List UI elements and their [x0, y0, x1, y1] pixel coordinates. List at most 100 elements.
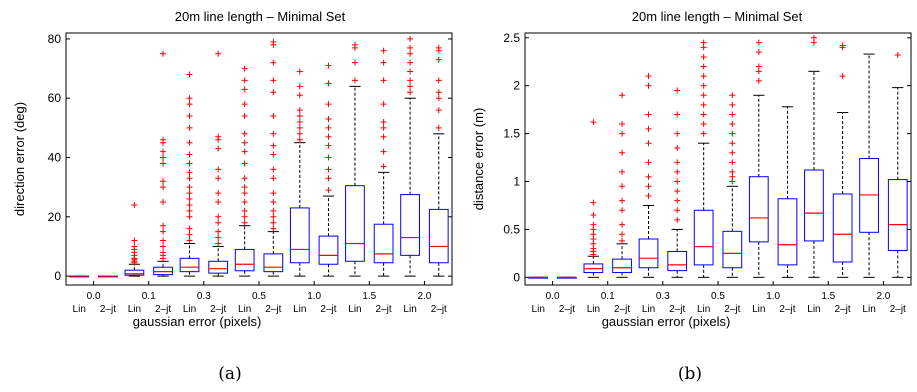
outlier-marker	[700, 101, 707, 108]
outlier-marker	[215, 198, 222, 205]
x-method-label: 2–jt	[669, 304, 685, 315]
x-method-label: Lin	[862, 304, 875, 315]
chart-title: 20m line length – Minimal Set	[632, 9, 803, 24]
outlier-marker	[160, 228, 167, 235]
outlier-marker	[674, 188, 681, 195]
outlier-marker	[270, 198, 277, 205]
y-tick-label: 2	[513, 79, 520, 93]
outlier-marker	[296, 92, 303, 99]
box	[638, 238, 659, 269]
outlier-marker	[160, 178, 167, 185]
y-tick-label: 20	[48, 210, 62, 224]
outlier-marker	[645, 111, 652, 118]
outlier-marker	[186, 160, 193, 167]
x-method-label: Lin	[403, 304, 416, 315]
outlier-marker	[296, 136, 303, 143]
box	[318, 235, 339, 265]
outlier-marker	[729, 159, 736, 166]
outlier-marker	[270, 89, 277, 96]
box	[612, 258, 632, 274]
outlier-marker	[380, 163, 387, 170]
outlier-marker	[351, 59, 358, 66]
outlier-marker	[590, 221, 597, 228]
outlier-marker	[325, 80, 332, 87]
outlier-marker	[729, 130, 736, 137]
outlier-marker	[270, 175, 277, 182]
outlier-marker	[674, 207, 681, 214]
x-group-label: 2.0	[417, 291, 431, 302]
outlier-marker	[645, 192, 652, 199]
outlier-marker	[380, 101, 387, 108]
outlier-marker	[674, 159, 681, 166]
x-method-label: Lin	[752, 304, 765, 315]
outlier-marker	[674, 197, 681, 204]
y-tick-label: 40	[48, 151, 62, 165]
box	[832, 193, 853, 263]
outlier-marker	[645, 173, 652, 180]
outlier-marker	[674, 178, 681, 185]
outlier-marker	[270, 77, 277, 84]
x-group-label: 1.0	[766, 291, 780, 302]
y-tick-label: 1	[513, 175, 520, 189]
outlier-marker	[241, 113, 248, 120]
outlier-marker	[407, 77, 414, 84]
x-method-label: Lin	[73, 304, 86, 315]
outlier-marker	[435, 89, 442, 96]
outlier-marker	[241, 139, 248, 146]
outlier-marker	[380, 47, 387, 54]
outlier-marker	[296, 107, 303, 114]
outlier-marker	[325, 154, 332, 161]
outlier-marker	[186, 207, 193, 214]
outlier-marker	[645, 140, 652, 147]
outlier-marker	[160, 154, 167, 161]
outlier-marker	[270, 113, 277, 120]
outlier-marker	[131, 201, 138, 208]
box	[179, 257, 200, 273]
plot-frame	[65, 32, 453, 286]
outlier-marker	[296, 113, 303, 120]
outlier-marker	[619, 197, 626, 204]
outlier-marker	[215, 190, 222, 197]
x-method-label: 2–jt	[320, 304, 336, 315]
outlier-marker	[700, 130, 707, 137]
outlier-marker	[270, 151, 277, 158]
outlier-marker	[380, 77, 387, 84]
x-method-label: Lin	[348, 304, 361, 315]
outlier-marker	[241, 101, 248, 108]
outlier-marker	[186, 201, 193, 208]
outlier-marker	[186, 71, 193, 78]
outlier-marker	[186, 213, 193, 220]
box	[428, 208, 449, 264]
outlier-marker	[186, 124, 193, 131]
y-tick-label: 1.5	[503, 127, 520, 141]
outlier-marker	[160, 237, 167, 244]
outlier-marker	[619, 183, 626, 190]
plot-frame	[524, 32, 912, 286]
outlier-marker	[700, 111, 707, 118]
figure-caption: (b)	[678, 364, 702, 384]
outlier-marker	[325, 166, 332, 173]
outlier-marker	[839, 73, 846, 80]
outlier-marker	[325, 115, 332, 122]
y-tick-label: 0.5	[503, 222, 520, 236]
box	[153, 266, 173, 276]
outlier-marker	[296, 118, 303, 125]
outlier-marker	[270, 219, 277, 226]
outlier-marker	[645, 73, 652, 80]
outlier-marker	[325, 101, 332, 108]
y-tick-label: 2.5	[503, 31, 520, 45]
box	[124, 269, 145, 276]
outlier-marker	[215, 50, 222, 57]
outlier-marker	[674, 111, 681, 118]
box	[748, 176, 769, 243]
outlier-marker	[270, 142, 277, 149]
x-method-label: 2–jt	[100, 304, 116, 315]
x-method-label: 2–jt	[724, 304, 740, 315]
outlier-marker	[619, 231, 626, 238]
y-tick-label: 60	[48, 91, 62, 105]
outlier-marker	[215, 240, 222, 247]
outlier-marker	[351, 77, 358, 84]
outlier-marker	[296, 130, 303, 137]
x-method-label: Lin	[238, 304, 251, 315]
